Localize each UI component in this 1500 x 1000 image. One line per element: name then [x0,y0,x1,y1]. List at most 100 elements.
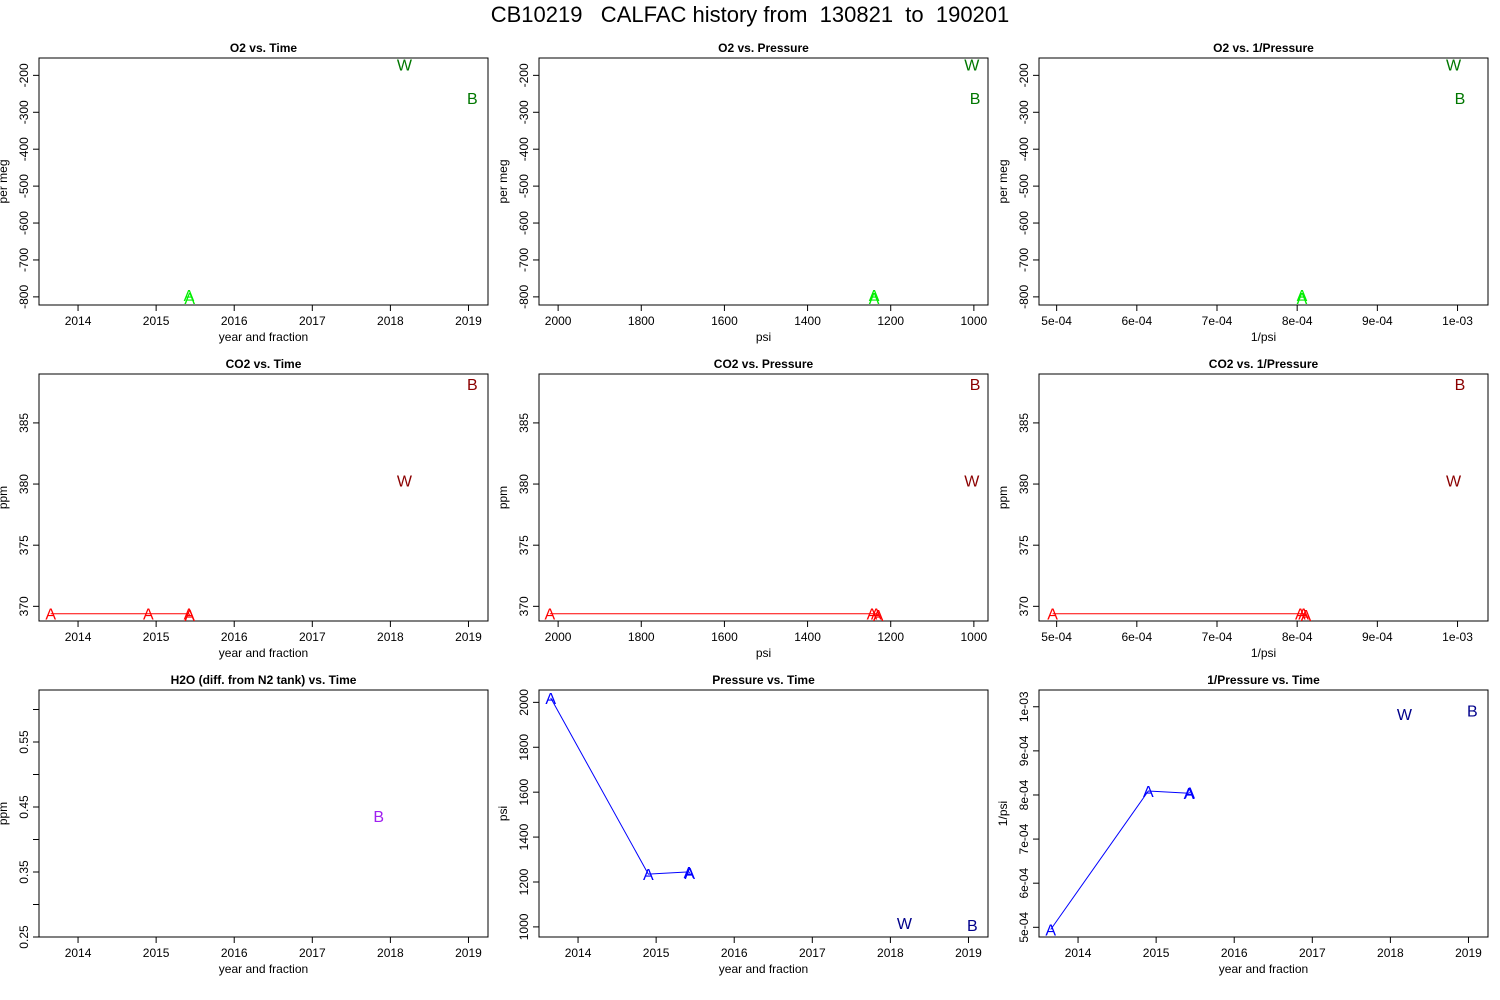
y-tick-label: -200 [1017,63,1031,87]
x-tick-label: 2000 [545,630,572,644]
x-tick-label: 2015 [143,630,170,644]
x-tick-label: 2019 [455,946,482,960]
data-point-b: B [1455,377,1466,394]
plot-frame [1038,689,1489,938]
data-point-b: B [1455,91,1466,108]
plot-frame [1038,57,1489,306]
data-point-b: B [970,377,981,394]
y-axis-label: per meg [0,159,10,203]
x-tick-label: 2017 [299,630,326,644]
x-axis-label: year and fraction [219,962,308,976]
x-tick-label: 1000 [961,314,988,328]
x-tick-label: 7e-04 [1202,314,1233,328]
y-tick-label: -700 [1017,248,1031,272]
x-tick-label: 2015 [1143,946,1170,960]
y-tick-label: 385 [1017,413,1031,433]
x-tick-label: 1200 [877,314,904,328]
x-tick-label: 2017 [1299,946,1326,960]
x-tick-label: 2016 [221,946,248,960]
y-tick-label: 1e-03 [1017,691,1031,722]
chart-title: CO2 vs. 1/Pressure [1209,357,1319,371]
x-tick-label: 2015 [143,314,170,328]
y-tick-label: 6e-04 [1017,868,1031,899]
y-tick-label: 1400 [517,823,531,850]
data-point-b: B [967,918,978,935]
x-tick-label: 2015 [643,946,670,960]
plot-frame [538,57,989,306]
y-tick-label: -600 [1017,211,1031,235]
data-point-w: W [1446,473,1462,490]
y-tick-label: 380 [17,474,31,494]
data-point-a: A [184,608,195,625]
y-tick-label: -500 [1017,174,1031,198]
y-tick-label: -600 [17,211,31,235]
x-tick-label: 6e-04 [1121,314,1152,328]
x-axis-label: psi [756,330,771,344]
chart-title: O2 vs. Time [230,41,297,55]
y-tick-label: -800 [17,285,31,309]
y-tick-label: 1200 [517,868,531,895]
chart-panel-h2o-time: H2O (diff. from N2 tank) vs. Time 2014 201… [0,673,489,976]
x-tick-label: 2019 [455,314,482,328]
x-tick-label: 2017 [299,314,326,328]
series-line [50,613,191,616]
series-line [549,613,879,616]
y-tick-label: -500 [517,174,531,198]
data-point-a: A [1301,608,1312,625]
plot-frame [1038,373,1489,622]
data-point-a: A [643,867,654,884]
x-tick-label: 1e-03 [1442,630,1473,644]
y-axis-label: ppm [0,486,10,509]
data-point-w: W [964,473,980,490]
y-tick-label: -300 [1017,100,1031,124]
data-point-w: W [1446,57,1462,74]
x-tick-label: 9e-04 [1362,314,1393,328]
plot-frame [538,373,989,622]
chart-panel-co2-invpressure: CO2 vs. 1/Pressure 5e-04 6e-04 7e-04 8e-04 9e… [996,357,1489,660]
y-tick-label: -500 [17,174,31,198]
data-point-a: A [184,288,195,305]
y-tick-label: -400 [1017,137,1031,161]
data-point-a: A [869,291,880,308]
x-tick-label: 2016 [221,630,248,644]
x-tick-label: 5e-04 [1041,314,1072,328]
data-point-w: W [397,473,413,490]
x-tick-label: 2019 [955,946,982,960]
data-point-a: A [184,291,195,308]
y-tick-label: 370 [517,596,531,616]
data-point-a: A [1045,923,1056,940]
chart-title: CO2 vs. Pressure [714,357,814,371]
plot-frame [538,689,989,938]
data-point-a: A [1298,607,1309,624]
y-tick-label: -200 [517,63,531,87]
y-tick-label: 1800 [517,734,531,761]
y-tick-label: 385 [517,413,531,433]
chart-panel-pressure-time: Pressure vs. Time 2014 2015 2016 2017 2018 201… [496,673,989,976]
x-tick-label: 1400 [794,630,821,644]
y-tick-label: 2000 [517,689,531,716]
x-tick-label: 2016 [1221,946,1248,960]
chart-panel-o2-time: O2 vs. Time 2014 2015 2016 2017 2018 2019 year … [0,41,489,344]
y-tick-label: 0.35 [17,860,31,884]
chart-title: 1/Pressure vs. Time [1207,673,1320,687]
x-tick-label: 2014 [65,630,92,644]
data-point-a: A [1184,786,1195,803]
x-tick-label: 2014 [65,314,92,328]
y-tick-label: 7e-04 [1017,823,1031,854]
y-tick-label: -800 [517,285,531,309]
y-tick-label: 370 [1017,596,1031,616]
data-point-a: A [184,607,195,624]
chart-panel-o2-pressure: O2 vs. Pressure 2000 1800 1600 1400 1200 1000 p… [496,41,989,344]
x-tick-label: 2014 [565,946,592,960]
x-tick-label: 9e-04 [1362,630,1393,644]
x-tick-label: 2000 [545,314,572,328]
x-axis-label: year and fraction [219,646,308,660]
y-tick-label: 375 [17,535,31,555]
x-tick-label: 2018 [377,630,404,644]
data-point-a: A [545,691,556,708]
y-tick-label: -200 [17,63,31,87]
chart-title: Pressure vs. Time [712,673,815,687]
x-tick-label: 1e-03 [1442,314,1473,328]
y-axis-label: psi [496,806,510,821]
